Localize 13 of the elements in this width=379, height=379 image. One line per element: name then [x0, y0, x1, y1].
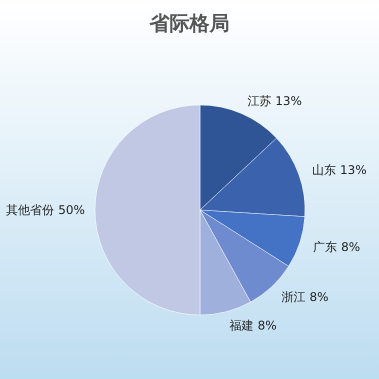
data-label: 13%: [340, 162, 367, 177]
data-label: 50%: [58, 203, 85, 218]
data-label: 8%: [258, 318, 277, 332]
slice-label: 山东: [312, 162, 336, 177]
data-label: 8%: [309, 290, 329, 304]
data-label: 13%: [275, 94, 302, 108]
slice-label: 浙江: [281, 290, 306, 304]
slice-label: 福建: [230, 318, 254, 332]
slice-label: 江苏: [247, 94, 272, 108]
data-label: 8%: [341, 240, 360, 254]
slice-label: 广东: [313, 240, 338, 254]
chart-title: 省际格局: [148, 11, 230, 35]
slice-label: 其他省份: [6, 203, 54, 218]
